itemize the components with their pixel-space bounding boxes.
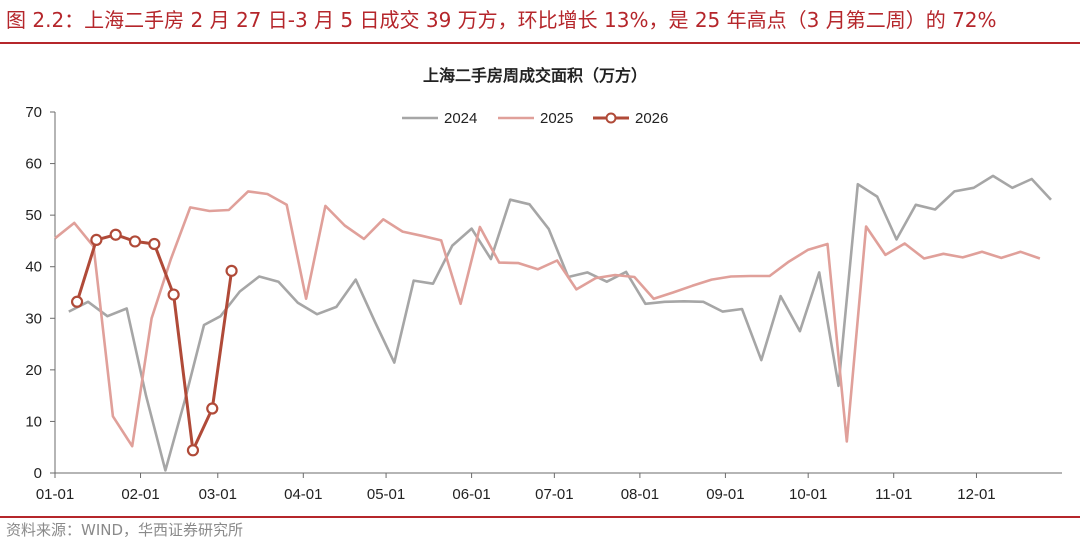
y-tick-label: 40 (25, 259, 42, 276)
x-tick-label: 06-01 (452, 486, 490, 503)
y-tick-label: 30 (25, 310, 42, 327)
series-line-2026 (75, 233, 234, 452)
data-point-2026 (90, 233, 103, 246)
legend-label-2024: 2024 (444, 110, 477, 127)
data-point-2026 (109, 228, 122, 241)
legend-marker-2026 (605, 112, 617, 124)
y-tick-label: 0 (34, 465, 42, 482)
source-rule (0, 516, 1080, 518)
y-tick-label: 20 (25, 362, 42, 379)
x-tick-label: 10-01 (789, 486, 827, 503)
chart-title: 上海二手房周成交面积（万方） (423, 66, 647, 85)
source-note: 资料来源：WIND，华西证券研究所 (6, 521, 244, 539)
x-tick-label: 12-01 (957, 486, 995, 503)
data-point-2026 (206, 402, 219, 415)
series-line-2025 (54, 190, 1041, 448)
data-point-2026 (128, 235, 142, 248)
legend: 2024 2025 2026 (402, 110, 668, 127)
title-rule (0, 42, 1080, 44)
data-point-2026 (148, 237, 161, 251)
x-tick-label: 02-01 (121, 486, 159, 503)
series-layer (54, 174, 1052, 472)
data-point-2026 (70, 295, 84, 308)
data-point-2026 (167, 288, 180, 301)
x-tick-label: 04-01 (284, 486, 322, 503)
x-tick-label: 07-01 (535, 486, 573, 503)
x-tick-label: 05-01 (367, 486, 405, 503)
legend-label-2025: 2025 (540, 110, 573, 127)
data-point-2026 (225, 264, 238, 277)
series-line-2024 (68, 174, 1052, 472)
y-tick-label: 10 (25, 413, 42, 430)
x-tick-label: 03-01 (199, 486, 237, 503)
x-tick-label: 11-01 (875, 486, 912, 503)
series-2024 (68, 174, 1052, 472)
legend-label-2026: 2026 (635, 110, 668, 127)
axes: 0 10 20 30 40 50 60 70 01-01 02-01 03-01 04-01 05-01… (25, 104, 1062, 503)
y-tick-label: 50 (25, 207, 42, 224)
x-tick-label: 09-01 (706, 486, 744, 503)
figure-title: 图 2.2：上海二手房 2 月 27 日-3 月 5 日成交 39 万方，环比增… (6, 8, 997, 32)
y-tick-label: 70 (25, 104, 42, 121)
x-tick-label: 08-01 (621, 486, 659, 503)
series-2025 (54, 190, 1041, 448)
y-tick-label: 60 (25, 156, 42, 173)
x-tick-label: 01-01 (36, 486, 74, 503)
series-2026 (70, 228, 238, 457)
data-point-2026 (186, 444, 200, 457)
